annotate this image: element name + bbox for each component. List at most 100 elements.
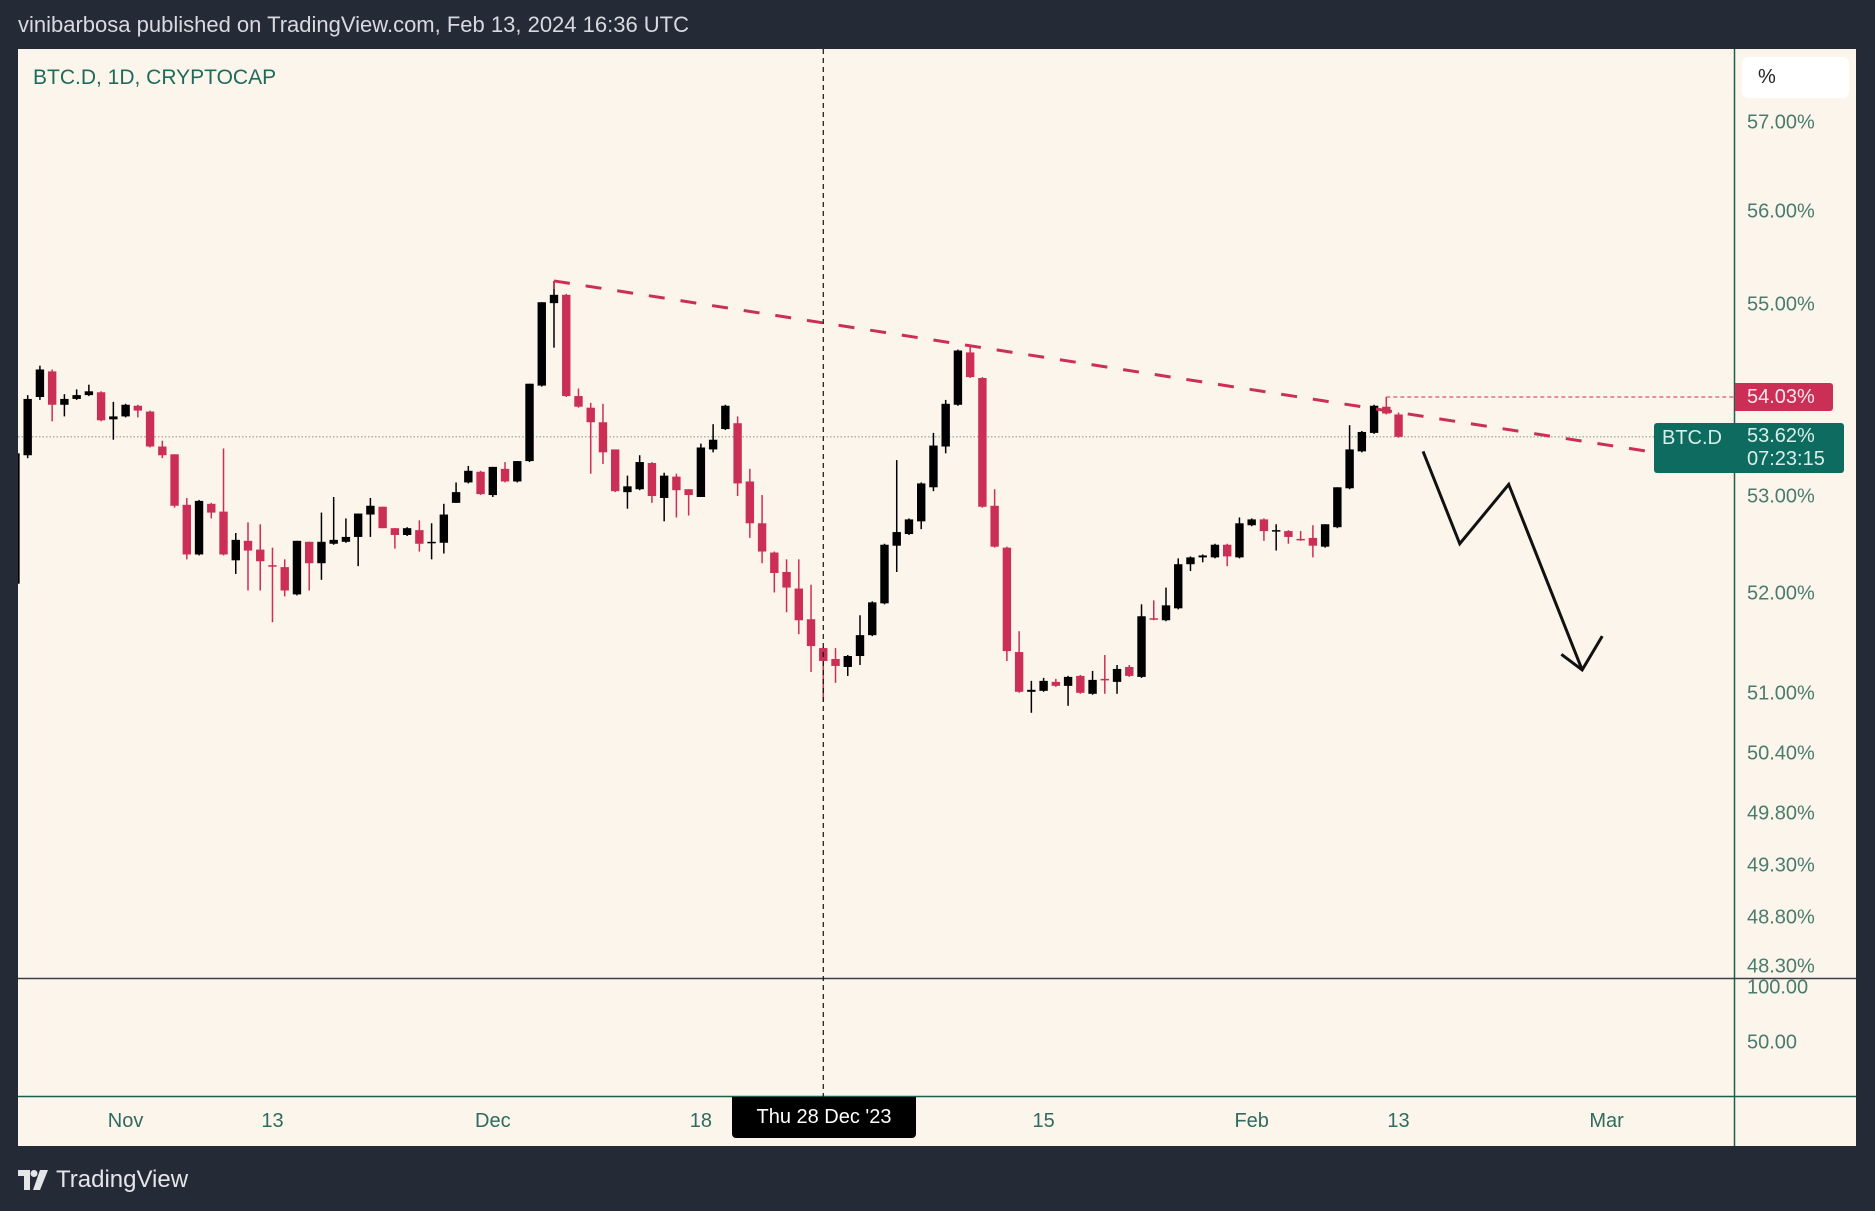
candle[interactable]	[329, 497, 338, 545]
candle[interactable]	[194, 499, 204, 556]
candle[interactable]	[464, 465, 473, 484]
candle[interactable]	[170, 454, 179, 508]
candle[interactable]	[537, 302, 546, 387]
candle[interactable]	[574, 388, 583, 408]
candle[interactable]	[1063, 675, 1073, 706]
candle[interactable]	[782, 559, 791, 613]
candle[interactable]	[978, 377, 987, 508]
candle[interactable]	[880, 543, 889, 605]
candle[interactable]	[353, 513, 363, 567]
candle[interactable]	[1198, 554, 1207, 563]
candle[interactable]	[525, 383, 534, 463]
candle[interactable]	[439, 503, 449, 554]
candle[interactable]	[1161, 587, 1171, 622]
candle[interactable]	[562, 293, 571, 397]
candle[interactable]	[672, 473, 681, 518]
candle[interactable]	[745, 468, 755, 538]
candle[interactable]	[402, 527, 412, 536]
candle[interactable]	[647, 462, 657, 503]
candle[interactable]	[1284, 530, 1293, 544]
candle[interactable]	[1174, 558, 1183, 610]
chart-panel[interactable]	[18, 49, 1856, 1146]
candle[interactable]	[757, 495, 767, 564]
candle[interactable]	[929, 432, 938, 492]
candle[interactable]	[1235, 517, 1244, 559]
candle[interactable]	[513, 461, 522, 483]
candle[interactable]	[855, 615, 865, 665]
candle[interactable]	[1259, 518, 1269, 541]
candle[interactable]	[427, 523, 436, 560]
candle[interactable]	[598, 403, 608, 464]
candle[interactable]	[953, 349, 963, 406]
candle[interactable]	[904, 518, 914, 535]
candle[interactable]	[341, 518, 351, 543]
candle[interactable]	[133, 404, 143, 418]
candle[interactable]	[305, 541, 314, 591]
candle[interactable]	[500, 462, 510, 483]
candle[interactable]	[47, 369, 57, 422]
candle[interactable]	[1039, 677, 1048, 692]
candle[interactable]	[990, 489, 999, 548]
candle[interactable]	[60, 394, 69, 417]
candle[interactable]	[1088, 670, 1097, 695]
candle[interactable]	[1210, 543, 1220, 559]
candle[interactable]	[831, 648, 840, 683]
candle[interactable]	[1320, 524, 1330, 548]
candle[interactable]	[390, 528, 400, 549]
candle[interactable]	[770, 551, 779, 593]
candle[interactable]	[35, 365, 45, 400]
candle[interactable]	[121, 403, 130, 418]
candle[interactable]	[1112, 664, 1122, 694]
symbol-legend[interactable]: BTC.D, 1D, CRYPTOCAP	[33, 66, 277, 89]
candle[interactable]	[611, 449, 620, 493]
candle[interactable]	[733, 416, 742, 497]
candle[interactable]	[11, 453, 20, 584]
candle[interactable]	[207, 502, 216, 519]
candle[interactable]	[256, 524, 265, 591]
candle[interactable]	[1369, 404, 1379, 434]
candle[interactable]	[549, 280, 559, 348]
candle[interactable]	[843, 655, 852, 676]
candle[interactable]	[488, 466, 497, 497]
candle[interactable]	[219, 448, 228, 556]
candle[interactable]	[231, 533, 240, 574]
candle[interactable]	[635, 455, 644, 491]
percent-scale-button[interactable]: %	[1742, 57, 1849, 98]
tradingview-logo[interactable]: TradingView	[18, 1166, 188, 1194]
candle[interactable]	[1186, 556, 1195, 572]
candle[interactable]	[892, 460, 901, 572]
candle[interactable]	[451, 482, 461, 503]
candle[interactable]	[1247, 518, 1256, 527]
candle[interactable]	[1149, 600, 1158, 621]
candle[interactable]	[182, 497, 191, 560]
candle[interactable]	[806, 584, 816, 672]
candle[interactable]	[696, 443, 706, 497]
candle[interactable]	[366, 497, 375, 537]
candle[interactable]	[1271, 524, 1281, 551]
candle[interactable]	[941, 399, 950, 454]
candle[interactable]	[268, 547, 277, 623]
candle[interactable]	[1394, 412, 1403, 438]
candle[interactable]	[96, 391, 106, 422]
candle[interactable]	[23, 395, 32, 459]
candle[interactable]	[659, 472, 669, 522]
candle[interactable]	[1223, 543, 1232, 567]
candle[interactable]	[317, 512, 326, 580]
candle[interactable]	[1027, 680, 1036, 713]
candle[interactable]	[1076, 674, 1085, 694]
candle[interactable]	[84, 384, 94, 397]
candle[interactable]	[280, 559, 289, 597]
candle[interactable]	[476, 470, 485, 496]
candle[interactable]	[243, 522, 253, 591]
candle[interactable]	[708, 424, 718, 453]
candle[interactable]	[378, 506, 387, 529]
candle[interactable]	[1002, 546, 1012, 661]
candle[interactable]	[721, 404, 730, 431]
candle[interactable]	[1345, 425, 1354, 490]
candle[interactable]	[158, 440, 167, 459]
candle[interactable]	[145, 410, 155, 448]
candle[interactable]	[1333, 487, 1342, 529]
candle[interactable]	[917, 482, 926, 530]
candle[interactable]	[1100, 655, 1109, 694]
